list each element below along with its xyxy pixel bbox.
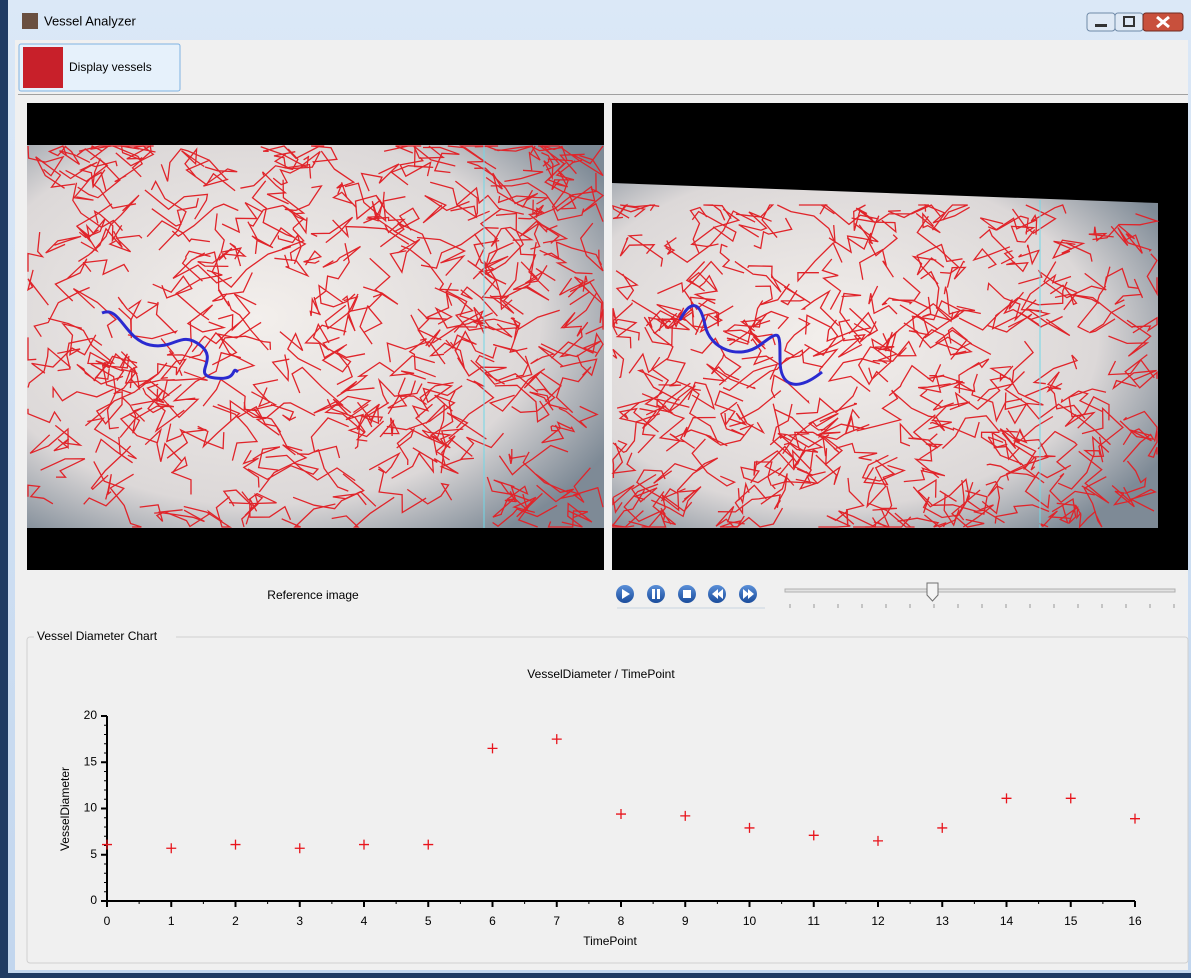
display-vessels-button[interactable]: Display vessels [19, 44, 180, 91]
y-tick-label: 20 [84, 708, 98, 722]
x-tick-label: 0 [104, 914, 111, 928]
separator [18, 94, 1188, 95]
image-caption: Reference image [267, 588, 359, 602]
x-tick-label: 10 [743, 914, 757, 928]
y-tick-label: 0 [90, 893, 97, 907]
reference-image [27, 103, 604, 570]
x-tick-label: 5 [425, 914, 432, 928]
x-tick-label: 3 [296, 914, 303, 928]
current-image [612, 103, 1188, 570]
x-tick-label: 15 [1064, 914, 1078, 928]
y-tick-label: 5 [90, 847, 97, 861]
x-tick-label: 2 [232, 914, 239, 928]
x-tick-label: 4 [361, 914, 368, 928]
x-tick-label: 16 [1128, 914, 1142, 928]
x-tick-label: 13 [936, 914, 950, 928]
x-tick-label: 6 [489, 914, 496, 928]
x-tick-label: 9 [682, 914, 689, 928]
y-tick-label: 10 [84, 801, 98, 815]
window-controls[interactable] [1087, 13, 1183, 31]
x-tick-label: 11 [808, 914, 821, 928]
app-window: Vessel Analyzer Display vessels Referenc… [0, 0, 1191, 973]
group-box-label: Vessel Diameter Chart [37, 629, 158, 643]
x-tick-label: 1 [168, 914, 175, 928]
y-tick-label: 15 [84, 754, 98, 768]
x-tick-label: 12 [871, 914, 885, 928]
x-tick-label: 7 [553, 914, 560, 928]
x-tick-label: 8 [618, 914, 625, 928]
x-tick-label: 14 [1000, 914, 1014, 928]
y-axis-label: VesselDiameter [58, 767, 72, 851]
chart-title: VesselDiameter / TimePoint [527, 667, 675, 681]
button-label: Display vessels [69, 60, 152, 74]
app-icon [22, 13, 38, 29]
window-title: Vessel Analyzer [44, 13, 136, 28]
x-axis-label: TimePoint [583, 934, 637, 948]
